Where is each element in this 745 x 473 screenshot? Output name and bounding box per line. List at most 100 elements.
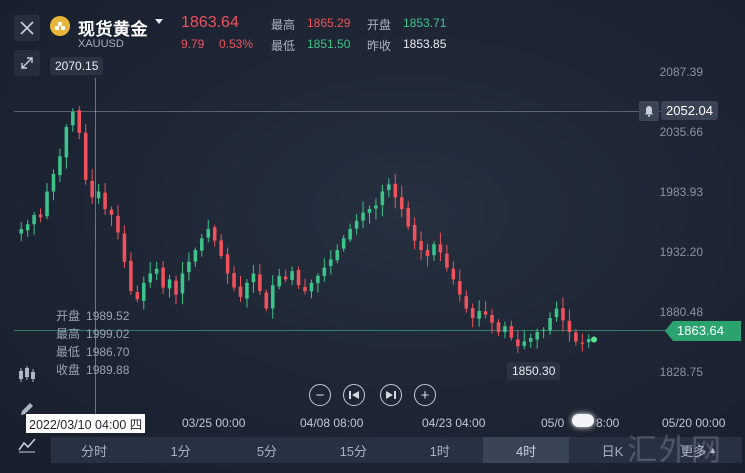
candle-body	[477, 310, 481, 319]
scroll-handle[interactable]	[572, 414, 594, 427]
tab-timeframe[interactable]: 1时	[429, 443, 450, 459]
instrument-name[interactable]: 现货黄金	[78, 20, 148, 39]
candle-body	[167, 279, 172, 289]
y-tick-label: 1983.93	[659, 185, 703, 199]
alert-line	[14, 111, 704, 112]
chevron-down-icon[interactable]	[155, 19, 163, 24]
candle-body	[516, 339, 520, 347]
candle-body	[264, 292, 269, 309]
alert-price-tag[interactable]: 2052.04	[661, 101, 718, 120]
tab-timeframe[interactable]: 15分	[339, 443, 368, 459]
candle-body	[116, 215, 120, 233]
candle-body	[103, 192, 107, 210]
tab-timeframe[interactable]: 分时	[81, 443, 108, 459]
candle-body	[341, 238, 346, 249]
crosshair-price-label: 2070.15	[50, 57, 104, 75]
candle-body	[303, 286, 307, 292]
candle-body	[361, 212, 365, 221]
draw-tool-button[interactable]	[14, 396, 40, 422]
candle-body	[141, 282, 146, 301]
low-marker-label: 1850.30	[507, 362, 561, 380]
candle-body	[470, 308, 475, 318]
candle-body	[135, 292, 140, 300]
candle-body	[238, 286, 243, 297]
candle-body	[283, 276, 288, 280]
tab-timeframe[interactable]: 5分	[256, 443, 278, 459]
candle-body	[71, 111, 75, 126]
zoom-out-button[interactable]: −	[309, 384, 331, 406]
candle-body	[535, 332, 539, 340]
tab-more[interactable]: 更多 ▲	[680, 443, 718, 459]
candle-body	[122, 233, 127, 262]
candle-body	[290, 271, 294, 280]
candle-body	[387, 184, 391, 191]
tab-timeframe[interactable]: 日K	[601, 443, 624, 459]
low-label: 最低	[271, 39, 296, 53]
expand-button[interactable]	[14, 50, 40, 76]
tab-timeframe[interactable]: 1分	[170, 443, 191, 459]
candle-body	[193, 250, 198, 262]
x-tick-label: 05/20 00:00	[662, 416, 726, 430]
candle-body	[212, 227, 217, 241]
close-button[interactable]	[14, 15, 40, 41]
candle-body	[129, 260, 133, 292]
candle-body	[45, 191, 49, 217]
candle-body	[258, 274, 262, 292]
candle-body	[567, 320, 572, 333]
pencil-icon	[21, 403, 33, 415]
candle-body	[19, 228, 23, 234]
candle-body	[64, 127, 69, 158]
indicator-button[interactable]	[14, 361, 40, 387]
zoom-in-button[interactable]: +	[414, 384, 436, 406]
candle-body	[354, 220, 359, 229]
candle-body	[51, 173, 56, 192]
candle-body	[83, 132, 88, 180]
current-price-line	[14, 330, 704, 331]
candle-body	[296, 270, 301, 286]
last-price-dot	[591, 336, 597, 343]
current-price-tag: 1863.64	[665, 321, 741, 341]
candle-body	[96, 191, 101, 199]
current-price-label: 1863.64	[677, 323, 724, 338]
line-chart-icon	[18, 438, 36, 453]
candle-body	[587, 339, 591, 343]
crosshair-vertical	[95, 78, 96, 416]
ohlc-open: 开盘 1989.52	[56, 309, 130, 323]
y-tick-label: 1828.75	[659, 365, 703, 379]
ohlc-high: 最高 1999.02	[56, 327, 130, 341]
candle-body	[32, 214, 36, 225]
prev-close-label: 昨收	[367, 39, 392, 53]
x-tick-label: 05/0	[541, 416, 565, 430]
price-change: 9.79	[181, 37, 205, 51]
candle-body	[503, 326, 507, 333]
candle-body	[270, 285, 275, 309]
candle-body	[432, 244, 436, 256]
y-tick-label: 1880.48	[659, 305, 703, 319]
chart-style-button[interactable]	[14, 432, 40, 458]
candle-body	[180, 273, 185, 294]
candle-body	[309, 282, 314, 292]
instrument-code: XAUUSD	[78, 38, 124, 50]
candle-body	[445, 253, 449, 268]
gold-coin-icon	[50, 16, 70, 36]
tab-timeframe-active[interactable]: 4时	[482, 437, 570, 463]
y-tick-label: 1932.20	[659, 245, 703, 259]
candle-body	[419, 241, 423, 251]
candle-body	[206, 228, 211, 238]
candle-body	[483, 311, 488, 315]
candle-body	[329, 259, 333, 267]
close-icon	[20, 21, 34, 35]
prev-button[interactable]	[343, 384, 365, 406]
candle-body	[200, 238, 204, 251]
next-button[interactable]	[380, 384, 402, 406]
watermark: 汇外网	[627, 433, 723, 468]
y-tick-label: 2087.39	[659, 65, 703, 79]
expand-icon	[21, 57, 33, 69]
candle-body	[528, 337, 533, 342]
candle-body	[187, 261, 191, 273]
candle-body	[374, 205, 378, 209]
candle-body	[438, 244, 443, 253]
bell-icon[interactable]	[639, 101, 659, 121]
